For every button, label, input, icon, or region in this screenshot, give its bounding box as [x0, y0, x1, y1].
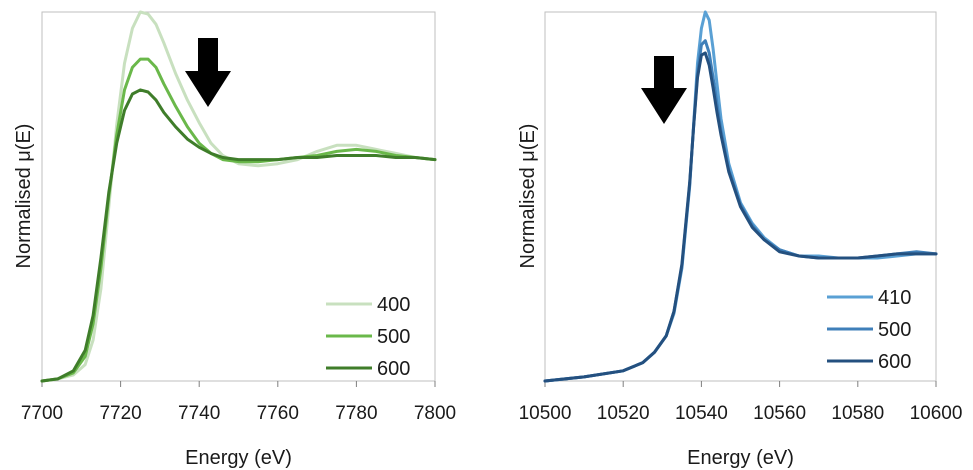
down-arrow-icon [185, 38, 231, 107]
chart-panel-2: 10500 10520 10540 10560 10580 10600 Energy (eV… [517, 10, 963, 469]
down-arrow-icon [641, 56, 687, 124]
series-line-400 [40, 10, 437, 383]
plot-frame [41, 11, 436, 382]
series-line-600 [40, 88, 437, 383]
legend-label-600: 600 [377, 358, 410, 380]
y-axis-title: Normalised μ(E) [13, 124, 35, 269]
chart-panel-1: 7700 7720 7740 7760 7780 7800 Energy (eV) Norma… [13, 10, 456, 469]
x-axis-title: Energy (eV) [687, 447, 794, 469]
x-tick-label: 10540 [675, 403, 728, 424]
x-tick-label: 7700 [21, 403, 63, 424]
legend-label-500: 500 [878, 319, 911, 341]
y-axis-title: Normalised μ(E) [517, 124, 539, 269]
x-tick-label: 7720 [99, 403, 141, 424]
x-tick-label: 10560 [753, 403, 806, 424]
legend: 410 500 600 [827, 287, 911, 373]
x-tick-label: 10520 [597, 403, 650, 424]
x-tick-label: 7780 [335, 403, 377, 424]
legend-label-500: 500 [377, 326, 410, 348]
legend-label-400: 400 [377, 294, 410, 316]
x-tick-label: 7800 [414, 403, 456, 424]
x-axis-title: Energy (eV) [185, 447, 292, 469]
legend-label-600: 600 [878, 351, 911, 373]
series-line-600 [543, 51, 938, 383]
x-tick-label: 10500 [519, 403, 572, 424]
x-tick-label: 7760 [257, 403, 299, 424]
legend-label-410: 410 [878, 287, 911, 309]
legend: 400 500 600 [326, 294, 410, 380]
x-tick-label: 10580 [831, 403, 884, 424]
x-tick-label: 7740 [178, 403, 220, 424]
plot-frame [544, 11, 937, 382]
x-tick-label: 10600 [910, 403, 963, 424]
